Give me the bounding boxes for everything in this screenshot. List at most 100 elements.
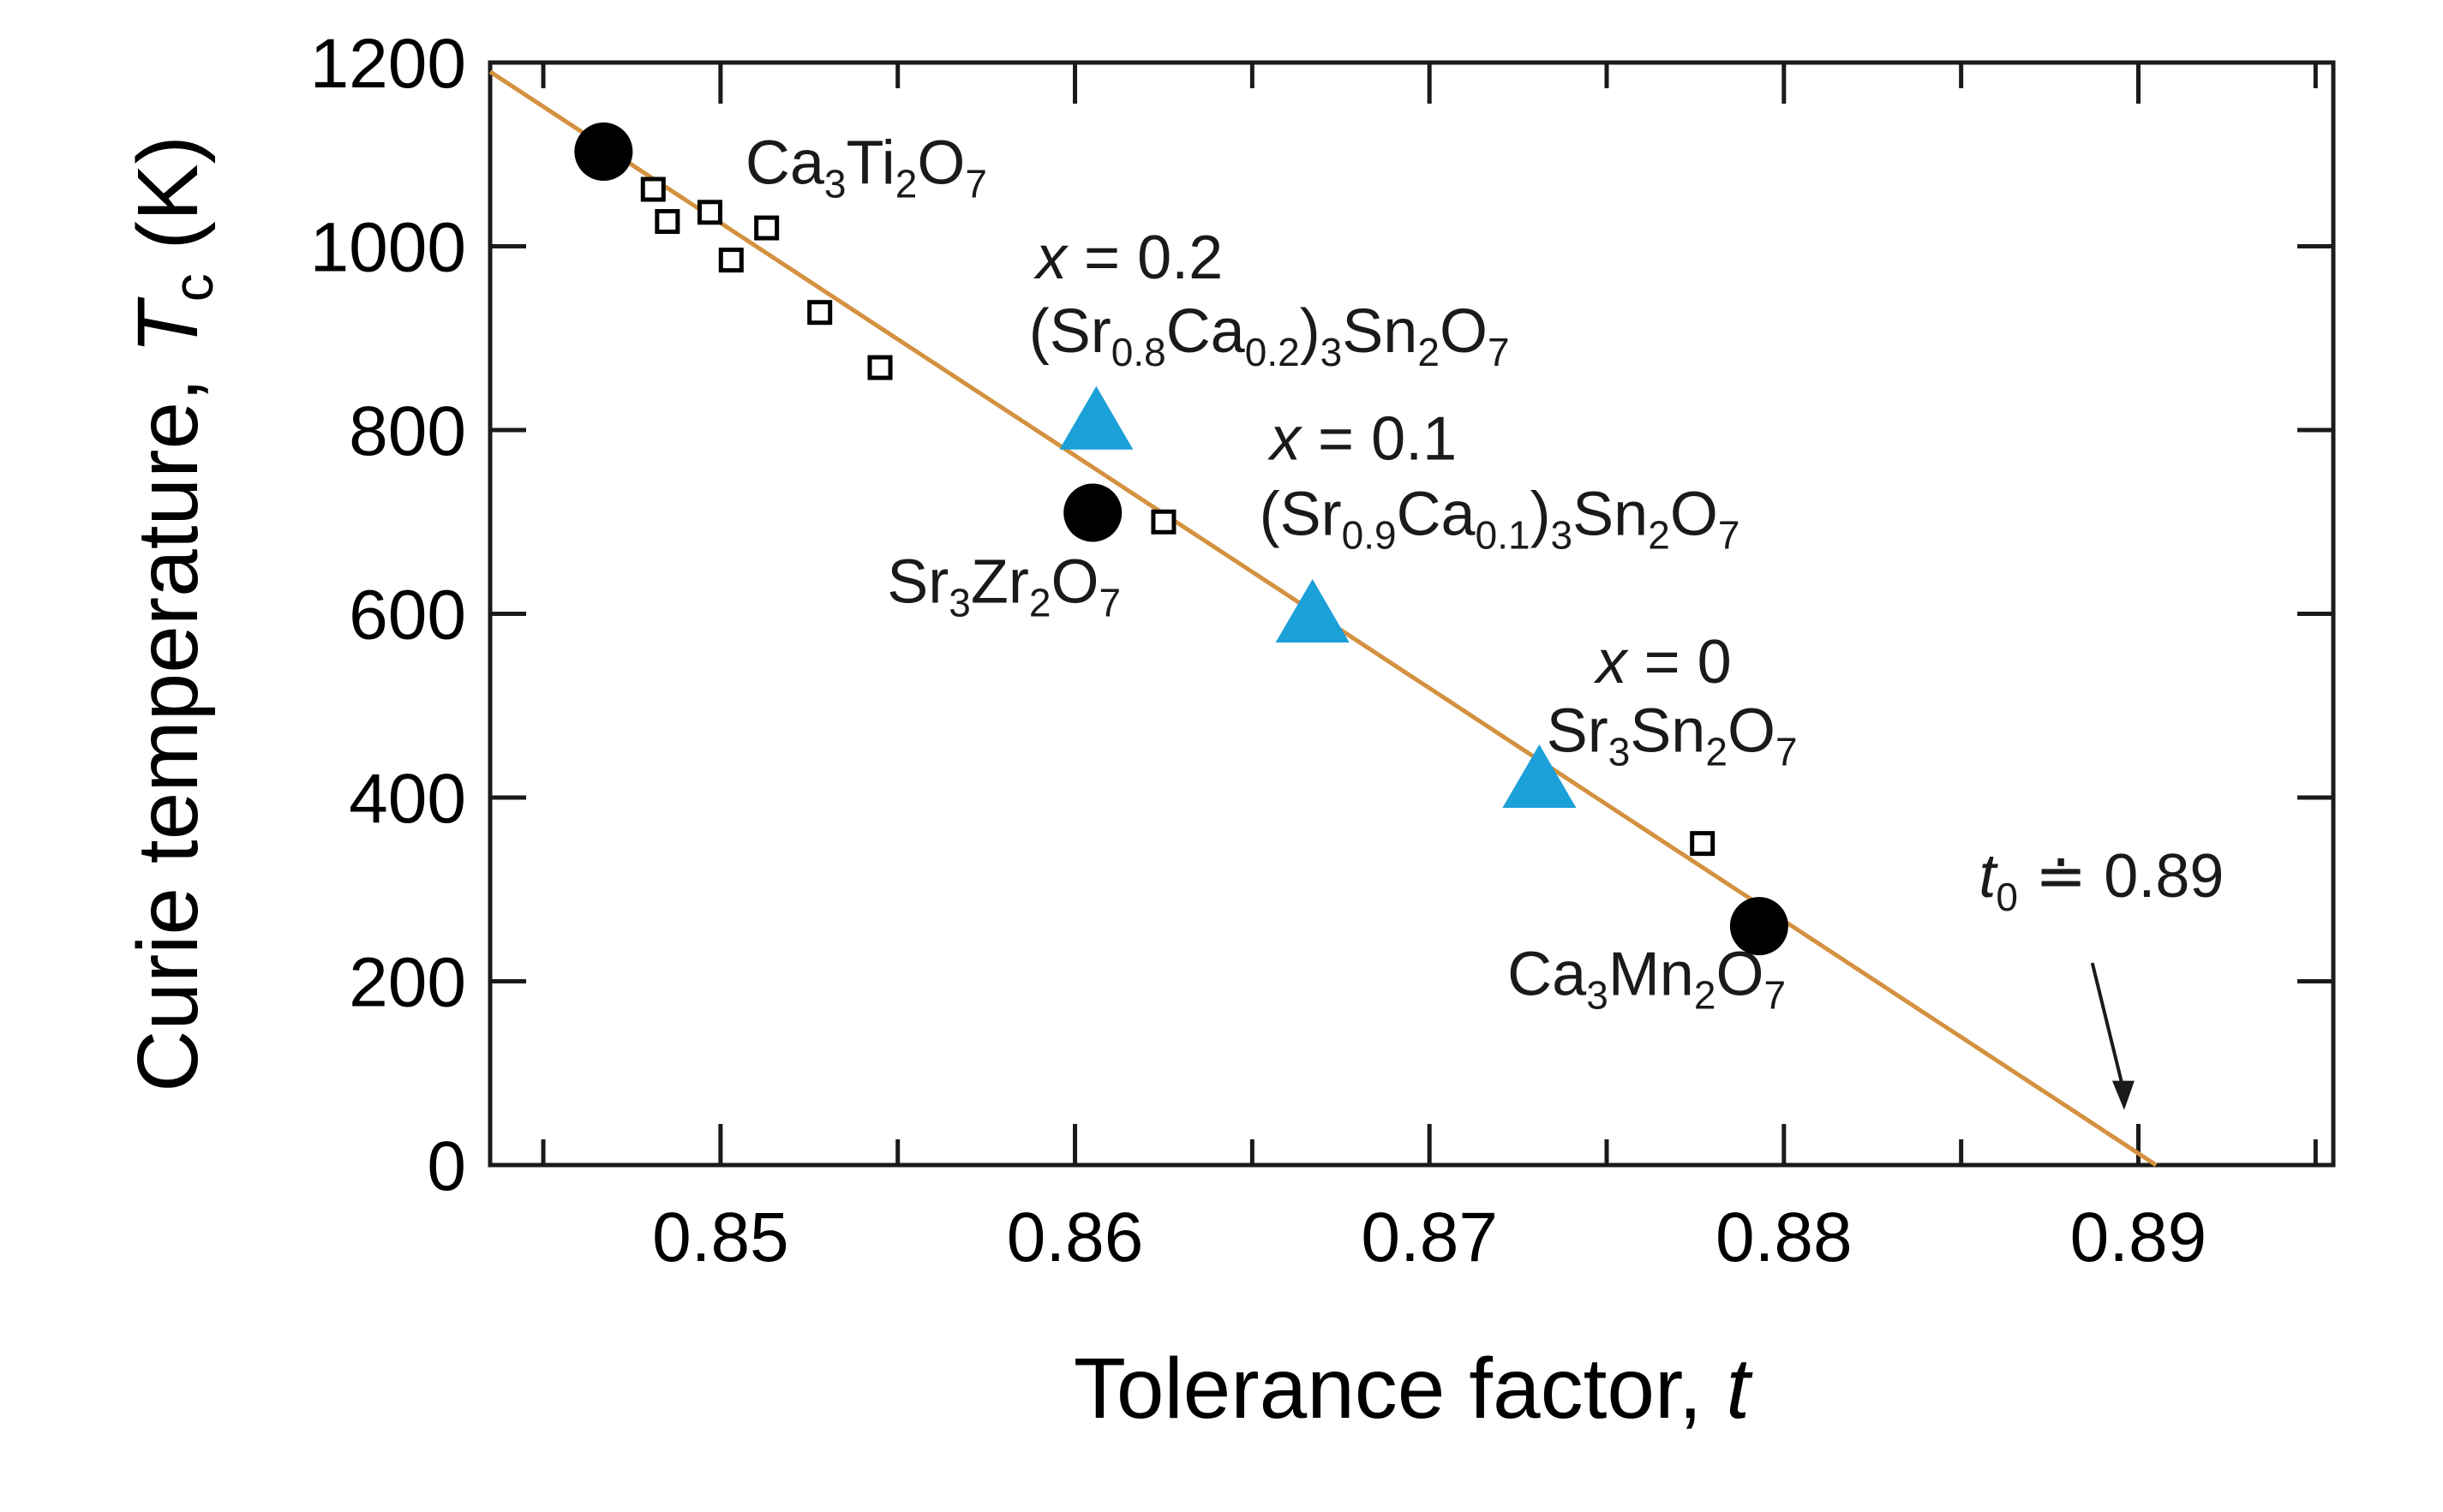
annotation-part: = 0.2 (1067, 224, 1223, 292)
annotation-x01: x = 0.1 (1267, 404, 1457, 473)
annotation-part: O (917, 129, 965, 198)
annotation-part: 7 (1763, 973, 1786, 1018)
annotation-part: 3 (949, 581, 971, 625)
annotation-part: 2 (1694, 973, 1716, 1018)
data-point-square (810, 302, 830, 323)
annotation-part: Ca (1507, 941, 1587, 1009)
y-axis-title-main: Curie temperature, (120, 354, 216, 1091)
data-point-square (643, 179, 663, 200)
y-axis-title-var: T (120, 296, 216, 354)
annotation-sr08ca02: (Sr0.8Ca0.2)3Sn2O7 (1029, 297, 1510, 374)
annotation-t0-label: t0 ≐ 0.89 (1979, 842, 2224, 919)
annotation-sr09ca01: (Sr0.9Ca0.1)3Sn2O7 (1260, 480, 1740, 557)
annotation-part: 0.8 (1111, 330, 1166, 374)
annotation-part: Sr (1547, 696, 1608, 765)
annotation-part: Ca (1397, 480, 1476, 548)
data-point-triangle (1276, 579, 1350, 642)
data-point-square (1153, 511, 1174, 532)
chart-figure: 0 200 400 600 800 1000 1200 0.85 0.86 0.87 0.88 0.8… (0, 0, 2443, 1512)
annotation-part: ) (1530, 480, 1551, 548)
annotation-part: 2 (1029, 581, 1051, 625)
arrow-shaft (2093, 963, 2124, 1093)
x-tick-label: 0.89 (2070, 1198, 2207, 1276)
annotation-part: 3 (1608, 729, 1631, 774)
annotation-part: 2 (895, 162, 918, 206)
annotation-part: x (1033, 224, 1069, 292)
annotation-part: 3 (1551, 512, 1573, 557)
annotation-part: Ti (846, 129, 895, 198)
annotation-part: 2 (1417, 330, 1440, 374)
annotation-part: Ca (1166, 297, 1246, 366)
data-point-square (1692, 834, 1713, 854)
annotation-part: = 0 (1627, 628, 1732, 696)
data-point-square (657, 212, 678, 232)
annotation-part: 7 (1488, 330, 1510, 374)
data-point-square (721, 250, 741, 271)
annotation-part: 3 (1320, 330, 1343, 374)
annotation-part: 0.9 (1342, 512, 1397, 557)
x-axis-title-main: Tolerance factor, (1074, 1341, 1727, 1437)
annotation-part: 0 (1996, 875, 2018, 919)
annotation-x02: x = 0.2 (1033, 224, 1223, 292)
annotation-part: Sn (1342, 297, 1417, 366)
chart-svg: 0200400600800100012000.85 0.86 0.87 0.88 0.8… (0, 0, 2443, 1512)
annotation-sr3sn2o7: Sr3Sn2O7 (1547, 696, 1798, 774)
annotation-part: 7 (1099, 581, 1121, 625)
annotation-ca3ti2o7: Ca3Ti2O7 (745, 129, 987, 206)
y-axis-title-sub: c (161, 273, 225, 302)
annotation-part: 2 (1705, 729, 1727, 774)
x-tick-label: 0.85 (652, 1198, 789, 1276)
annotation-part: Zr (971, 548, 1029, 617)
annotation-x0: x = 0 (1594, 628, 1732, 696)
data-point-triangle (1059, 386, 1133, 450)
annotation-part: (Sr (1029, 297, 1111, 366)
annotation-part: 3 (824, 162, 847, 206)
data-point-square (870, 357, 890, 378)
y-tick-label: 0 (427, 1127, 466, 1205)
annotation-part: 7 (965, 162, 987, 206)
x-tick-label: 0.87 (1361, 1198, 1498, 1276)
x-tick-label: 0.86 (1007, 1198, 1144, 1276)
annotation-part: ≐ 0.89 (2018, 842, 2224, 911)
y-tick-label: 400 (349, 760, 466, 838)
annotation-part: Sr (887, 548, 949, 617)
annotation-part: Ca (745, 129, 825, 198)
annotation-part: 7 (1775, 729, 1798, 774)
annotation-part: x (1267, 404, 1303, 473)
y-tick-label: 1200 (310, 25, 466, 103)
y-tick-label: 200 (349, 944, 466, 1022)
y-tick-label: 800 (349, 392, 466, 470)
y-tick-label: 600 (349, 577, 466, 654)
annotation-part: ) (1300, 297, 1320, 366)
data-point-square (699, 202, 720, 223)
x-tick-label: 0.88 (1715, 1198, 1853, 1276)
annotation-part: 0.2 (1245, 330, 1300, 374)
x-axis-title-var: t (1726, 1341, 1753, 1437)
annotation-part: 2 (1648, 512, 1670, 557)
annotation-part: O (1670, 480, 1718, 548)
y-axis-title-unit: (K) (120, 135, 216, 273)
annotation-part: x (1594, 628, 1630, 696)
annotation-part: 0.1 (1476, 512, 1530, 557)
annotation-sr3zr2o7: Sr3Zr2O7 (887, 548, 1121, 625)
annotation-part: O (1051, 548, 1099, 617)
annotation-part: = 0.1 (1301, 404, 1457, 473)
annotation-ca3mn2o7: Ca3Mn2O7 (1507, 941, 1786, 1018)
data-point-circle (1063, 484, 1122, 542)
annotation-part: Sn (1630, 696, 1705, 765)
y-axis-title: Curie temperature, Tc (K) (120, 135, 225, 1092)
annotation-part: Sn (1572, 480, 1648, 548)
annotation-part: O (1715, 941, 1763, 1009)
y-tick-label: 1000 (310, 209, 466, 287)
annotation-part: 3 (1586, 973, 1608, 1018)
x-axis-title: Tolerance factor, t (1074, 1341, 1754, 1437)
annotation-part: O (1440, 297, 1488, 366)
annotation-part: 7 (1718, 512, 1740, 557)
arrow-head (2112, 1081, 2135, 1110)
annotation-part: Mn (1608, 941, 1694, 1009)
annotation-part: (Sr (1260, 480, 1342, 548)
annotation-part: O (1727, 696, 1775, 765)
data-point-square (757, 218, 777, 238)
